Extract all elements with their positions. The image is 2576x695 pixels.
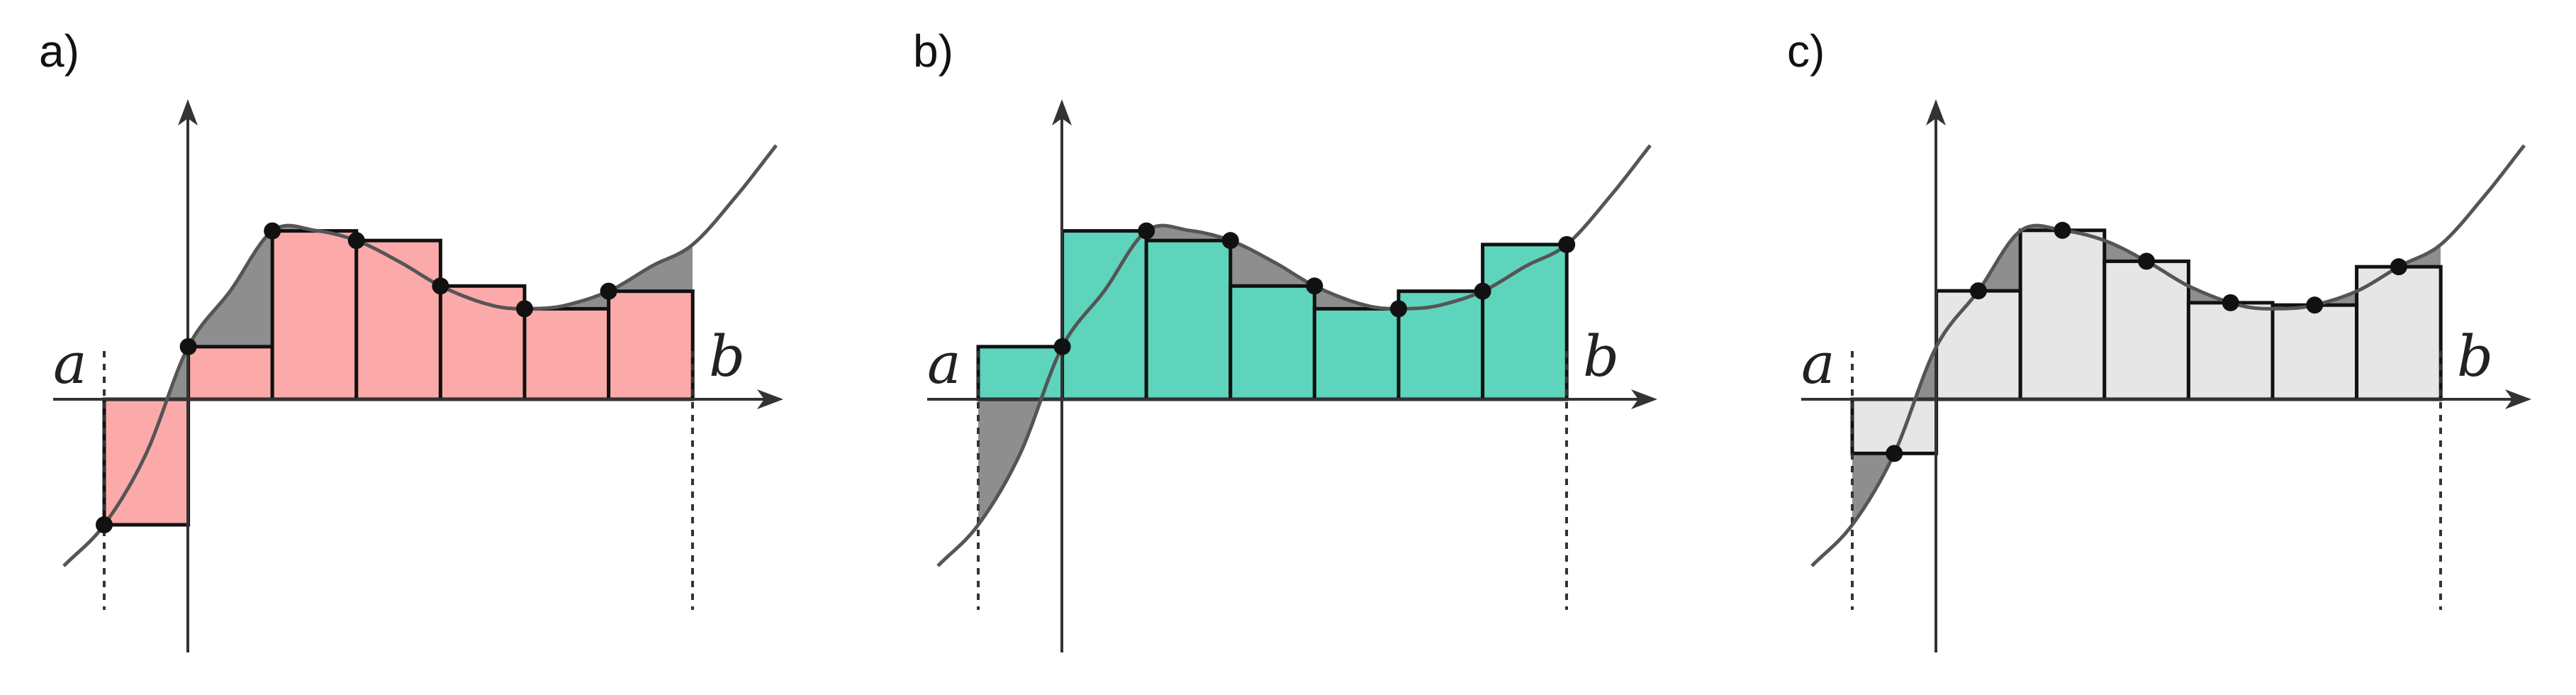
riemann-rectangle [2018,228,2107,401]
sample-point [516,300,533,318]
riemann-rectangle [1312,306,1401,401]
sample-point [1969,282,1987,300]
panel-label: a) [39,26,79,77]
sample-point [2390,258,2407,276]
riemann-rectangle [2270,303,2359,401]
label-b: b [1583,323,1619,389]
sample-point [264,222,281,240]
sample-point [1306,277,1323,295]
riemann-rectangle [607,289,695,401]
sample-point [2306,296,2324,314]
label-a: a [53,330,87,396]
function-curve [936,144,1652,567]
sample-point [432,277,449,295]
panel-label: b) [913,26,953,77]
riemann-rectangle [354,238,442,401]
sample-point [2054,221,2071,239]
sample-point [1886,445,1903,462]
riemann-rectangle [976,345,1065,401]
sample-point [2138,252,2156,270]
sample-point [2222,294,2239,311]
sample-point [1390,300,1407,318]
riemann-rectangle [1144,238,1233,401]
x-axis-arrow-icon [1631,389,1657,409]
sample-point [1138,222,1155,240]
riemann-rectangle [186,345,274,401]
sample-point [1558,235,1576,253]
riemann-rectangle [1481,243,1569,401]
y-axis-arrow-icon [1926,99,1946,126]
sample-point [1053,338,1071,355]
riemann-rectangle [2102,259,2190,401]
x-axis-arrow-icon [757,389,783,409]
function-curve [62,144,778,567]
riemann-rectangle [1228,284,1316,401]
riemann-rectangle [2186,301,2275,401]
x-axis-arrow-icon [2505,389,2531,409]
sample-point [600,282,617,300]
sample-point [96,516,113,533]
riemann-rectangle [1934,289,2022,401]
label-a: a [927,330,961,396]
label-b: b [709,323,745,389]
sample-point [1221,232,1239,250]
sample-point [179,338,197,355]
sample-point [347,232,365,250]
y-axis-arrow-icon [178,99,198,126]
riemann-rectangle [270,229,359,401]
sample-point [1474,282,1491,300]
riemann-rectangle [438,284,527,401]
panel-label: c) [1787,26,1825,77]
y-axis-arrow-icon [1052,99,1072,126]
label-a: a [1801,330,1835,396]
riemann-rectangle [1060,229,1148,401]
riemann-rectangle [522,306,611,401]
label-b: b [2457,323,2493,389]
